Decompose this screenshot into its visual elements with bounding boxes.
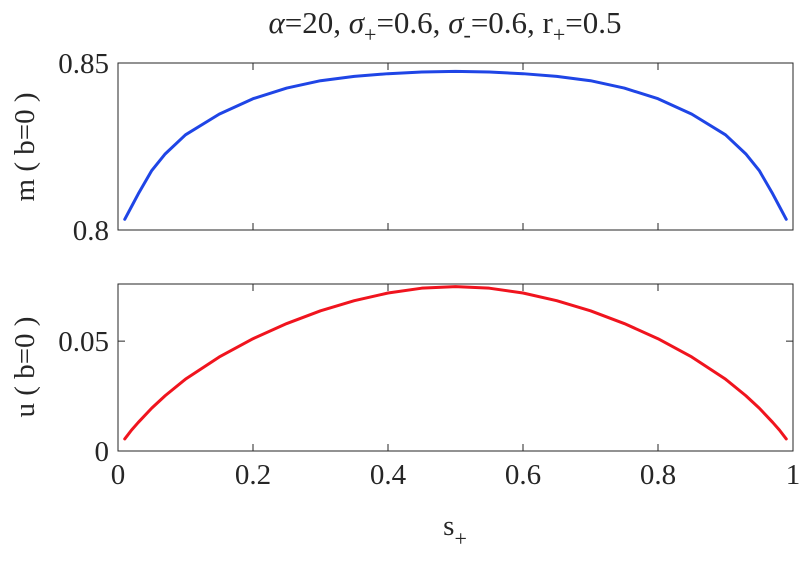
title-sigma-plus: σ <box>349 5 366 40</box>
top-panel: 0.8 0.85 m ( b=0 ) <box>9 48 794 247</box>
bottom-y-tick-label: 0 <box>95 436 110 468</box>
bottom-x-tick-label: 0.6 <box>505 459 541 491</box>
bottom-y-tick-label: 0.05 <box>58 326 109 358</box>
bottom-panel: 0 0.2 0.4 0.6 0.8 1 00.05 u ( b=0 ) s+ <box>9 283 801 551</box>
bottom-x-ticks: 0 0.2 0.4 0.6 0.8 1 <box>111 284 801 491</box>
title-alpha-value: =20, <box>285 5 349 40</box>
top-axes-frame <box>117 62 794 231</box>
bottom-x-tick-label: 0 <box>111 459 126 491</box>
x-axis-label: s+ <box>443 510 467 551</box>
x-axis-label-sub: + <box>454 526 466 551</box>
bottom-y-axis-label: u ( b=0 ) <box>9 317 41 418</box>
bottom-x-tick-label: 1 <box>786 459 801 491</box>
title-sigma-minus-value: =0.6, r <box>471 5 554 40</box>
bottom-x-tick-label: 0.8 <box>640 459 676 491</box>
top-x-ticks <box>117 63 794 230</box>
bottom-axes-frame <box>117 283 794 452</box>
bottom-y-ticks: 00.05 <box>58 326 793 468</box>
title-sigma-plus-sub: + <box>364 22 376 47</box>
title-r-value: =0.5 <box>565 5 621 40</box>
title-sigma-plus-value: =0.6, <box>376 5 448 40</box>
top-y-ticks: 0.8 0.85 <box>58 48 793 247</box>
bottom-x-tick-label: 0.2 <box>235 459 271 491</box>
top-y-tick-label: 0.85 <box>58 48 109 80</box>
top-series <box>123 69 788 221</box>
bottom-series-line-0 <box>123 285 788 441</box>
title-alpha: α <box>268 5 285 40</box>
title-sigma-minus: σ <box>448 5 465 40</box>
x-axis-label-base: s <box>443 510 454 542</box>
bottom-series <box>123 285 788 441</box>
bottom-x-tick-label: 0.4 <box>370 459 407 491</box>
top-y-axis-label: m ( b=0 ) <box>9 93 41 202</box>
top-series-line-0 <box>123 69 788 221</box>
title-sigma-minus-sub: - <box>463 22 470 47</box>
top-y-tick-label: 0.8 <box>73 215 109 247</box>
title-r-sub: + <box>553 22 565 47</box>
chart-title: α=20, σ+=0.6, σ-=0.6, r+=0.5 <box>268 5 621 47</box>
